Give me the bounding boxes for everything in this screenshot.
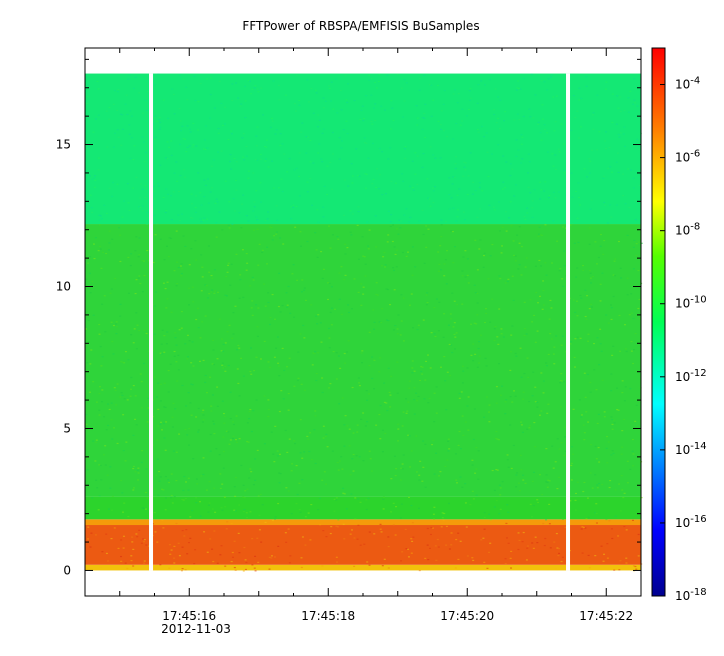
spectrogram-band <box>85 73 641 225</box>
x-date-label: 2012-11-03 <box>161 622 231 636</box>
colorbar-tick-label: 10-12 <box>675 368 707 384</box>
colorbar-gradient <box>651 47 666 597</box>
chart-title: FFTPower of RBSPA/EMFISIS BuSamples <box>242 19 479 33</box>
colorbar-tick-label: 10-14 <box>675 441 707 457</box>
data-gap <box>149 73 154 571</box>
colorbar-tick-label: 10-10 <box>675 295 707 311</box>
colorbar-tick-label: 10-18 <box>675 587 707 603</box>
x-tick-label: 17:45:16 <box>162 609 216 623</box>
colorbar: 10-4 10-6 10-8 10-10 10-12 10-14 10-16 10-18 <box>651 47 707 603</box>
spectrogram-band <box>85 564 641 571</box>
data-gap <box>566 73 571 571</box>
colorbar-tick-label: 10-16 <box>675 514 707 530</box>
x-tick-label: 17:45:18 <box>301 609 355 623</box>
spectrogram-band <box>85 496 641 520</box>
y-axis: 0 5 10 15 <box>56 58 641 577</box>
spectrogram-texture <box>85 73 643 572</box>
x-axis: 17:45:16 17:45:18 17:45:20 17:45:22 <box>84 48 642 623</box>
x-tick-label: 17:45:22 <box>579 609 633 623</box>
y-tick-label: 10 <box>56 280 71 294</box>
x-tick-label: 17:45:20 <box>440 609 494 623</box>
y-tick-label: 15 <box>56 138 71 152</box>
spectrogram-band <box>85 525 641 565</box>
colorbar-tick-label: 10-8 <box>675 222 700 238</box>
spectrogram-band <box>85 519 641 526</box>
colorbar-tick-label: 10-6 <box>675 149 700 165</box>
plot-area <box>84 47 643 597</box>
spectrogram-band <box>85 224 641 497</box>
y-tick-label: 0 <box>63 563 71 577</box>
y-tick-label: 5 <box>63 421 71 435</box>
colorbar-tick-label: 10-4 <box>675 76 700 92</box>
